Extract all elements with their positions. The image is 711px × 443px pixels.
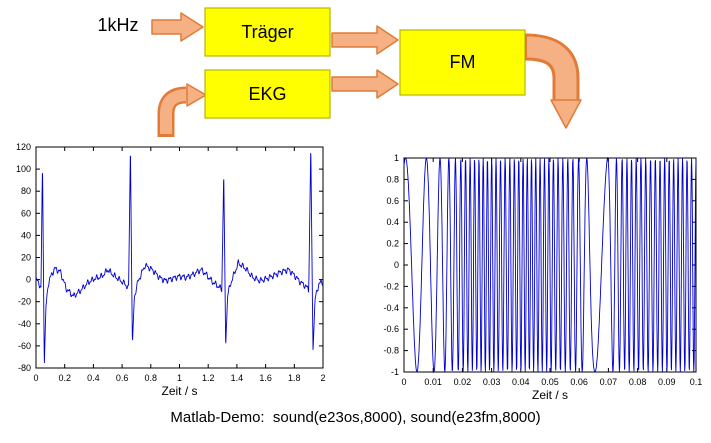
matlab-demo-caption: Matlab-Demo: sound(e23os,8000), sound(e2… xyxy=(170,409,541,426)
fm-xtick-label: 0.05 xyxy=(541,377,559,387)
ekg-xtick-label: 0.6 xyxy=(116,373,129,383)
fm-xtick-label: 0.07 xyxy=(600,377,618,387)
fm-xtick-label: 0.1 xyxy=(690,377,703,387)
ekg-xtick-label: 1.4 xyxy=(231,373,244,383)
ekg-box xyxy=(204,69,331,119)
fm-ytick-label: 0.2 xyxy=(386,239,399,249)
fm-ytick-label: 0.6 xyxy=(386,196,399,206)
traeger-box xyxy=(204,7,331,57)
arrow-out-of-fm-icon xyxy=(524,33,582,129)
ekg-xtick-label: 1.6 xyxy=(259,373,272,383)
ekg-xtick-label: 1 xyxy=(177,373,182,383)
ekg-axes: 0 0.2 0.4 0.6 0.8 1 1.2 1.4 1.6 1.8 2 -80 -60 -40 -20 0… xyxy=(16,142,326,383)
ekg-xtick-label: 1.8 xyxy=(288,373,301,383)
ekg-box-label: EKG xyxy=(248,84,286,104)
fm-xtick-label: 0.06 xyxy=(570,377,588,387)
ekg-ytick-label: 120 xyxy=(16,142,31,152)
fm-box xyxy=(399,29,526,96)
fm-ytick-label: -0.2 xyxy=(383,281,399,291)
traeger-box-label: Träger xyxy=(241,22,293,42)
fm-xtick-label: 0.09 xyxy=(658,377,676,387)
fm-ytick-label: -0.6 xyxy=(383,324,399,334)
ekg-ytick-label: 40 xyxy=(21,230,31,240)
ekg-ytick-label: 0 xyxy=(26,275,31,285)
ekg-ytick-label: 100 xyxy=(16,164,31,174)
ekg-ytick-label: -80 xyxy=(18,363,31,373)
fm-modulation-diagram: 1kHz Träger EKG FM xyxy=(97,7,582,137)
fm-xtick-label: 0.04 xyxy=(512,377,530,387)
ekg-ytick-label: 60 xyxy=(21,208,31,218)
arrow-traeger-to-fm-icon xyxy=(331,25,399,55)
fm-ytick-label: -0.4 xyxy=(383,303,399,313)
arrow-ekg-to-fm-icon xyxy=(331,69,399,99)
fm-box-label: FM xyxy=(450,52,476,72)
fm-ytick-label: 0.8 xyxy=(386,174,399,184)
fm-xlabel: Zeit / s xyxy=(532,388,568,402)
ekg-ytick-label: -40 xyxy=(18,319,31,329)
fm-xtick-label: 0 xyxy=(401,377,406,387)
fm-ytick-label: -0.8 xyxy=(383,346,399,356)
ekg-xtick-label: 0.2 xyxy=(58,373,71,383)
fm-trace xyxy=(403,156,697,374)
ekg-plot: 0 0.2 0.4 0.6 0.8 1 1.2 1.4 1.6 1.8 2 -80 -60 -40 -20 0… xyxy=(16,142,326,398)
fm-ytick-label: 0 xyxy=(394,260,399,270)
ekg-xtick-label: 2 xyxy=(320,373,325,383)
ekg-ytick-label: 20 xyxy=(21,253,31,263)
fm-ytick-label: -1 xyxy=(391,367,399,377)
fm-xtick-label: 0.01 xyxy=(424,377,442,387)
fm-plot: 0 0.01 0.02 0.03 0.04 0.05 0.06 0.07 0.08 0.09 0.1… xyxy=(383,153,703,402)
arrow-into-ekg-icon xyxy=(157,83,207,137)
ekg-xlabel: Zeit / s xyxy=(161,384,197,398)
arrow-1khz-to-traeger-icon xyxy=(151,12,204,42)
fm-ytick-label: 0.4 xyxy=(386,217,399,227)
ekg-ytick-label: -20 xyxy=(18,297,31,307)
ekg-ytick-label: 80 xyxy=(21,186,31,196)
ekg-xtick-label: 0.8 xyxy=(145,373,158,383)
ekg-trace xyxy=(35,153,324,364)
fm-ytick-label: 1 xyxy=(394,153,399,163)
input-frequency-label: 1kHz xyxy=(97,15,138,35)
fm-xtick-label: 0.02 xyxy=(454,377,472,387)
ekg-xtick-label: 0.4 xyxy=(87,373,100,383)
fm-xtick-label: 0.08 xyxy=(629,377,647,387)
ekg-ytick-label: -60 xyxy=(18,341,31,351)
ekg-xtick-label: 0 xyxy=(33,373,38,383)
ekg-xtick-label: 1.2 xyxy=(202,373,215,383)
fm-xtick-label: 0.03 xyxy=(483,377,501,387)
